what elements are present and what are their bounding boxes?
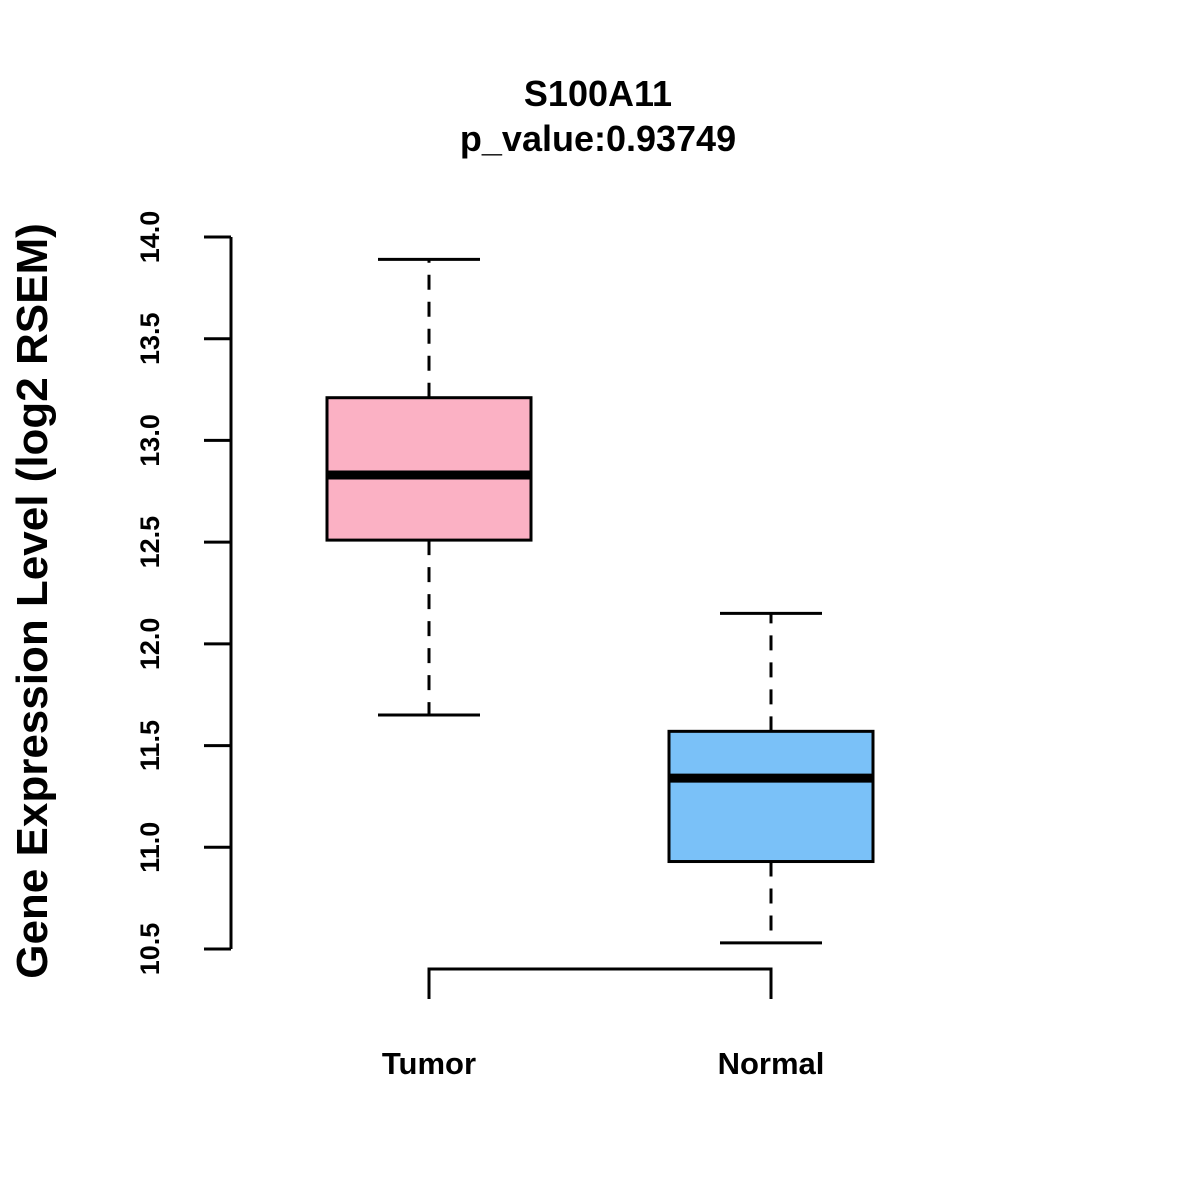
bracket-line xyxy=(427,967,773,999)
y-axis: 10.5 11.0 11.5 12.0 12.5 13.0 13.5 14.0 xyxy=(135,211,233,976)
box-normal xyxy=(667,611,875,945)
category-label-normal: Normal xyxy=(718,1046,825,1081)
comparison-bracket xyxy=(427,967,773,999)
y-tick-label: 13.5 xyxy=(135,312,165,365)
category-label-tumor: Tumor xyxy=(382,1046,476,1081)
iqr-box xyxy=(325,396,533,542)
box-tumor xyxy=(325,257,533,717)
y-tick-label: 11.5 xyxy=(135,720,165,771)
y-tick-label: 14.0 xyxy=(135,211,165,264)
chart-title: S100A11 xyxy=(524,73,672,114)
y-tick-label: 12.0 xyxy=(135,618,165,671)
y-tick-label: 13.0 xyxy=(135,414,165,467)
category-labels: Tumor Normal xyxy=(382,1046,824,1081)
chart-subtitle: p_value:0.93749 xyxy=(460,118,736,159)
y-tick-label: 11.0 xyxy=(135,822,165,873)
boxes-layer xyxy=(325,257,875,945)
y-tick-label: 10.5 xyxy=(135,923,165,976)
y-tick-label: 12.5 xyxy=(135,516,165,569)
iqr-box xyxy=(667,729,875,864)
y-axis-label: Gene Expression Level (log2 RSEM) xyxy=(8,223,57,979)
